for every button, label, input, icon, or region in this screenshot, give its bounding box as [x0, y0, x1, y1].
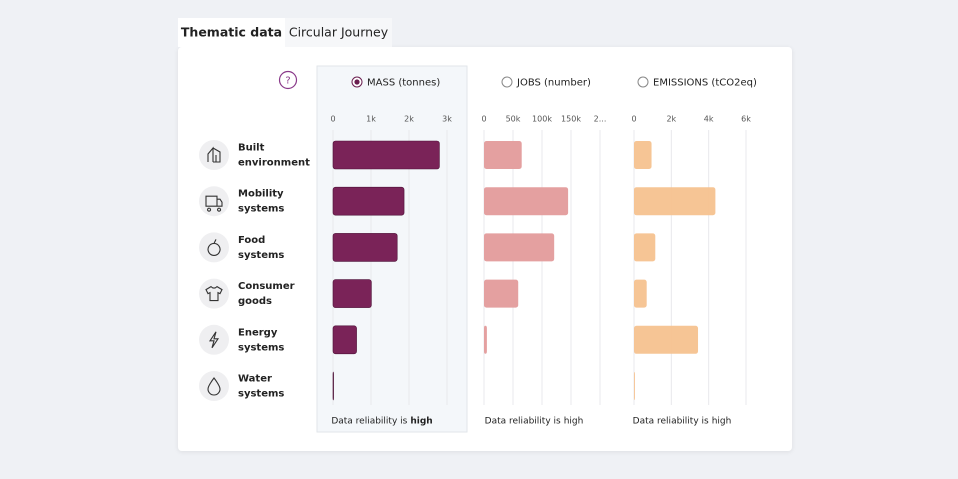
- x-tick-label: 0: [631, 115, 636, 124]
- bar: [332, 279, 372, 308]
- radio[interactable]: [501, 76, 513, 88]
- bar: [484, 233, 555, 262]
- sector-icon: [208, 331, 220, 349]
- reliability-level: high: [410, 416, 432, 426]
- bar: [634, 279, 647, 308]
- sector-label: Built: [238, 143, 265, 154]
- sector-icon: [205, 195, 223, 212]
- tab-label[interactable]: Circular Journey: [289, 25, 389, 40]
- x-tick-label: 150k: [561, 115, 581, 124]
- reliability-prefix: Data reliability is: [485, 416, 561, 426]
- metric-title[interactable]: MASS (tonnes): [367, 78, 440, 89]
- bar: [484, 325, 487, 354]
- tab[interactable]: [178, 18, 285, 47]
- sector-icon: [207, 239, 221, 256]
- x-tick-label: 1k: [366, 115, 376, 124]
- x-tick-label: 2...: [594, 115, 607, 124]
- reliability-level: high: [564, 416, 584, 426]
- reliability-note: Data reliability is high: [485, 416, 584, 426]
- sector-label: systems: [238, 342, 284, 353]
- sector-label: Water: [238, 374, 272, 385]
- sector-label: goods: [238, 296, 272, 307]
- bar: [634, 233, 656, 262]
- bar: [634, 325, 699, 354]
- sector-icon-bg: [199, 186, 229, 217]
- x-tick-label: 6k: [741, 115, 751, 124]
- bar: [484, 279, 519, 308]
- reliability-prefix: Data reliability is: [331, 416, 407, 426]
- bar: [332, 233, 398, 262]
- bar: [484, 187, 569, 216]
- x-tick-label: 100k: [532, 115, 552, 124]
- sector-icon: [205, 285, 223, 302]
- bar: [634, 187, 716, 216]
- help-label[interactable]: ?: [285, 76, 290, 87]
- sector-label: systems: [238, 389, 284, 400]
- reliability-level: high: [712, 416, 732, 426]
- reliability-note: Data reliability is high: [331, 416, 432, 426]
- sector-label: systems: [238, 204, 284, 215]
- sector-icon-bg: [199, 278, 229, 309]
- sector-icon-bg: [199, 140, 229, 170]
- sector-icon-bg: [199, 371, 229, 401]
- tab[interactable]: [285, 18, 392, 47]
- sector-icon-bg: [199, 324, 229, 355]
- sector-icon: [207, 146, 221, 163]
- sector-label: systems: [238, 250, 284, 261]
- x-tick-label: 3k: [442, 115, 452, 124]
- bar: [332, 325, 357, 355]
- sector-label: Energy: [238, 327, 278, 338]
- metric-title[interactable]: JOBS (number): [516, 78, 591, 89]
- bar: [332, 140, 440, 170]
- x-tick-label: 2k: [404, 115, 414, 124]
- radio[interactable]: [637, 76, 649, 88]
- help-icon[interactable]: [278, 70, 298, 90]
- sector-icon: [207, 377, 221, 396]
- x-tick-label: 0: [481, 115, 486, 124]
- sector-label: Mobility: [238, 189, 284, 200]
- bar: [484, 141, 522, 169]
- bar: [634, 141, 652, 169]
- bar: [634, 372, 635, 400]
- x-tick-label: 0: [330, 115, 335, 124]
- x-tick-label: 4k: [704, 115, 714, 124]
- bar: [332, 371, 334, 401]
- bar: [332, 186, 405, 216]
- radio-dot[interactable]: [354, 79, 360, 85]
- sector-icon-bg: [199, 232, 229, 263]
- tab-label[interactable]: Thematic data: [181, 25, 282, 40]
- x-tick-label: 50k: [506, 115, 521, 124]
- sector-label: Consumer: [238, 281, 295, 292]
- reliability-prefix: Data reliability is: [633, 416, 709, 426]
- sector-label: environment: [238, 158, 310, 169]
- sector-label: Food: [238, 235, 265, 246]
- reliability-note: Data reliability is high: [633, 416, 732, 426]
- metric-title[interactable]: EMISSIONS (tCO2eq): [653, 78, 757, 89]
- x-tick-label: 2k: [666, 115, 676, 124]
